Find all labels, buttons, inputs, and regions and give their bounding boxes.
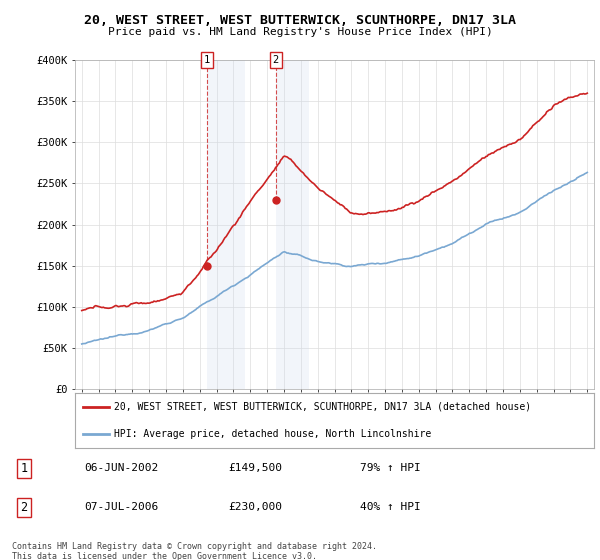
Text: 79% ↑ HPI: 79% ↑ HPI: [360, 463, 421, 473]
Text: £230,000: £230,000: [228, 502, 282, 512]
Text: £149,500: £149,500: [228, 463, 282, 473]
Text: 2: 2: [20, 501, 28, 514]
Text: 1: 1: [20, 461, 28, 475]
Text: 07-JUL-2006: 07-JUL-2006: [84, 502, 158, 512]
Text: 40% ↑ HPI: 40% ↑ HPI: [360, 502, 421, 512]
Text: 06-JUN-2002: 06-JUN-2002: [84, 463, 158, 473]
Text: Price paid vs. HM Land Registry's House Price Index (HPI): Price paid vs. HM Land Registry's House …: [107, 27, 493, 37]
Text: 20, WEST STREET, WEST BUTTERWICK, SCUNTHORPE, DN17 3LA: 20, WEST STREET, WEST BUTTERWICK, SCUNTH…: [84, 14, 516, 27]
Text: Contains HM Land Registry data © Crown copyright and database right 2024.
This d: Contains HM Land Registry data © Crown c…: [12, 542, 377, 560]
Bar: [276, 60, 309, 389]
Bar: [207, 60, 245, 389]
Text: 20, WEST STREET, WEST BUTTERWICK, SCUNTHORPE, DN17 3LA (detached house): 20, WEST STREET, WEST BUTTERWICK, SCUNTH…: [114, 402, 531, 412]
Text: 1: 1: [204, 55, 210, 65]
Text: HPI: Average price, detached house, North Lincolnshire: HPI: Average price, detached house, Nort…: [114, 430, 431, 439]
Text: 2: 2: [273, 55, 279, 65]
